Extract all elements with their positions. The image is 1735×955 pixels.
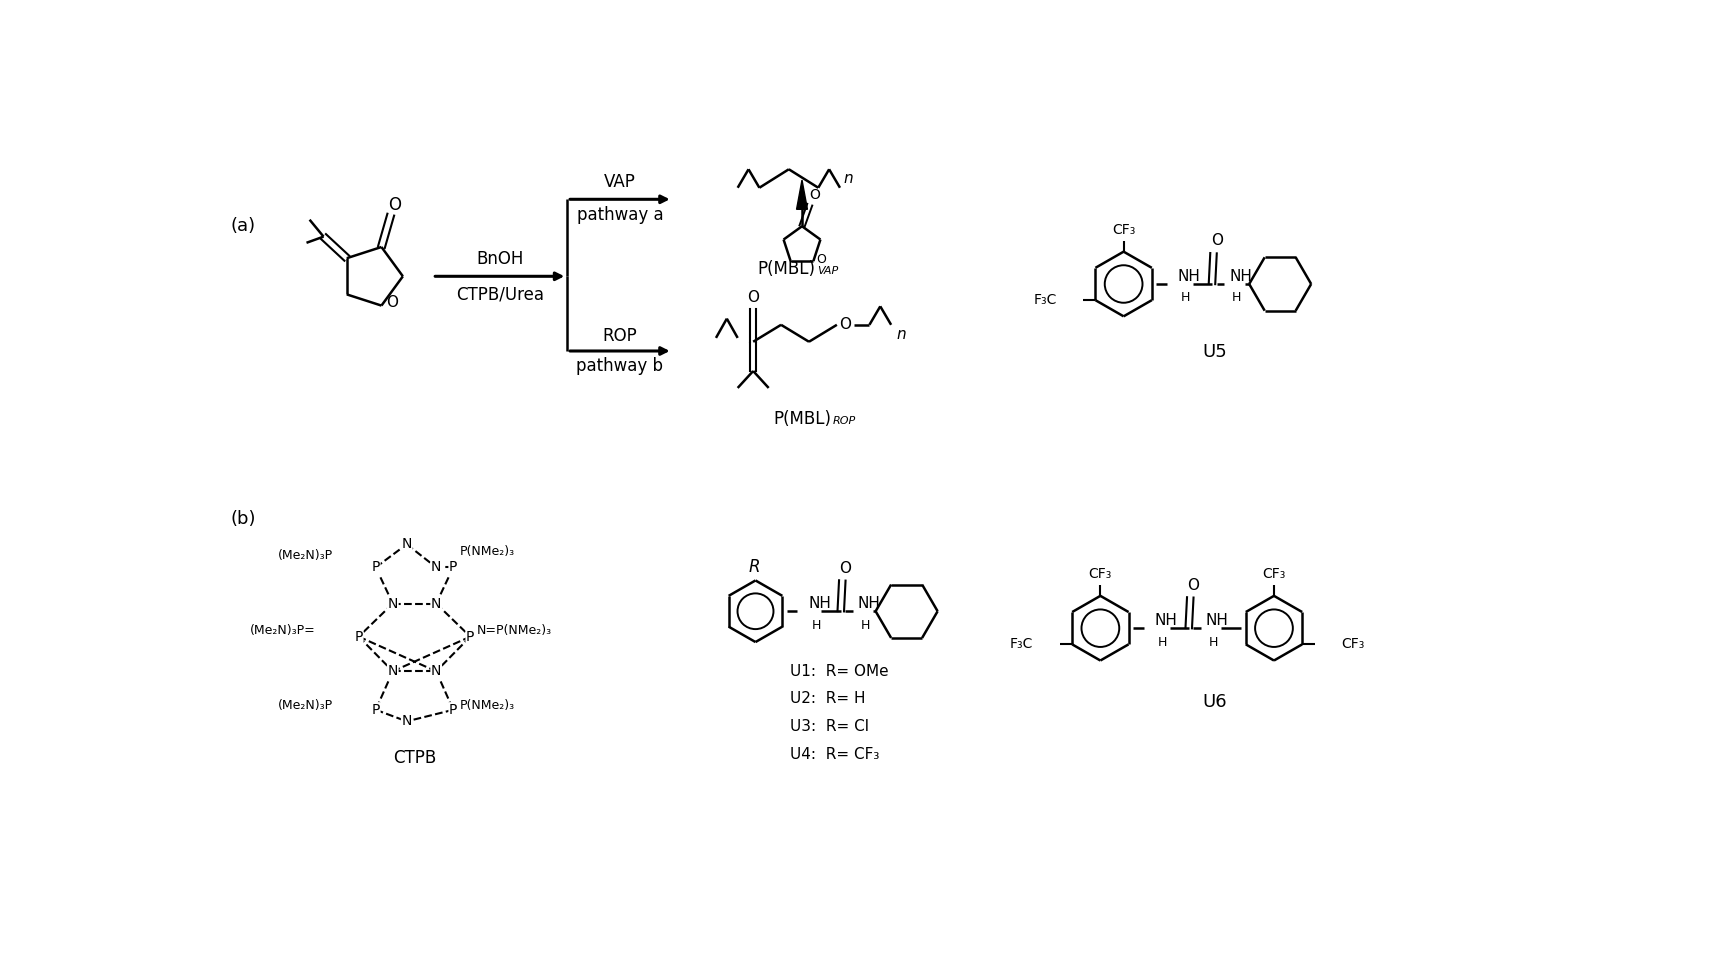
- Text: ROP: ROP: [602, 327, 637, 345]
- Text: P(NMe₂)₃: P(NMe₂)₃: [460, 545, 515, 559]
- Text: U1:  R= OMe: U1: R= OMe: [791, 664, 888, 679]
- Text: (b): (b): [231, 510, 257, 528]
- Text: H: H: [1209, 635, 1218, 648]
- Text: ROP: ROP: [833, 416, 857, 426]
- Text: P(MBL): P(MBL): [758, 260, 815, 278]
- Text: P: P: [371, 703, 380, 717]
- Text: P: P: [467, 629, 474, 644]
- Text: N: N: [387, 665, 397, 678]
- Text: P: P: [449, 561, 458, 574]
- Text: CF₃: CF₃: [1112, 223, 1135, 237]
- Text: H: H: [1182, 291, 1190, 305]
- Text: U3:  R= Cl: U3: R= Cl: [791, 719, 869, 734]
- Text: U2:  R= H: U2: R= H: [791, 691, 866, 707]
- Text: O: O: [387, 295, 399, 310]
- Text: O: O: [840, 561, 852, 576]
- Text: H: H: [812, 619, 821, 631]
- Text: NH: NH: [809, 596, 831, 611]
- Text: pathway b: pathway b: [576, 357, 663, 375]
- Polygon shape: [796, 180, 807, 209]
- Text: n: n: [897, 327, 906, 342]
- Text: O: O: [815, 253, 826, 266]
- Text: (Me₂N)₃P: (Me₂N)₃P: [278, 699, 333, 712]
- Text: O: O: [809, 188, 821, 202]
- Text: VAP: VAP: [817, 265, 838, 276]
- Text: N: N: [430, 597, 441, 610]
- Text: CF₃: CF₃: [1341, 637, 1364, 651]
- Text: N: N: [401, 538, 411, 551]
- Text: O: O: [838, 317, 850, 332]
- Text: n: n: [843, 171, 852, 186]
- Text: CF₃: CF₃: [1263, 567, 1286, 582]
- Text: P: P: [449, 703, 458, 717]
- Text: H: H: [861, 619, 871, 631]
- Text: P: P: [354, 629, 363, 644]
- Text: U5: U5: [1202, 343, 1227, 361]
- Text: N: N: [430, 561, 441, 574]
- Text: VAP: VAP: [604, 174, 635, 191]
- Text: P(NMe₂)₃: P(NMe₂)₃: [460, 699, 515, 712]
- Text: NH: NH: [1178, 268, 1201, 284]
- Text: N: N: [430, 665, 441, 678]
- Text: CF₃: CF₃: [1088, 567, 1112, 582]
- Text: P(MBL): P(MBL): [774, 410, 831, 428]
- Text: F₃C: F₃C: [1010, 637, 1034, 651]
- Text: (Me₂N)₃P=: (Me₂N)₃P=: [250, 624, 316, 637]
- Text: N=P(NMe₂)₃: N=P(NMe₂)₃: [477, 624, 552, 637]
- Text: NH: NH: [857, 596, 881, 611]
- Text: O: O: [1211, 233, 1223, 248]
- Text: O: O: [389, 197, 401, 215]
- Text: NH: NH: [1228, 268, 1253, 284]
- Text: N: N: [401, 714, 411, 729]
- Text: R: R: [748, 558, 760, 576]
- Text: NH: NH: [1206, 613, 1228, 628]
- Text: (Me₂N)₃P: (Me₂N)₃P: [278, 549, 333, 562]
- Text: U6: U6: [1202, 693, 1227, 711]
- Text: U4:  R= CF₃: U4: R= CF₃: [791, 747, 880, 762]
- Text: O: O: [1187, 578, 1199, 592]
- Text: BnOH: BnOH: [475, 249, 524, 267]
- Text: P: P: [371, 561, 380, 574]
- Text: (a): (a): [231, 217, 257, 235]
- Text: pathway a: pathway a: [576, 205, 663, 223]
- Text: F₃C: F₃C: [1034, 293, 1057, 308]
- Text: N: N: [387, 597, 397, 610]
- Text: CTPB: CTPB: [392, 749, 435, 767]
- Text: O: O: [748, 289, 760, 305]
- Text: H: H: [1157, 635, 1168, 648]
- Text: NH: NH: [1154, 613, 1178, 628]
- Text: CTPB/Urea: CTPB/Urea: [456, 285, 543, 303]
- Text: H: H: [1232, 291, 1242, 305]
